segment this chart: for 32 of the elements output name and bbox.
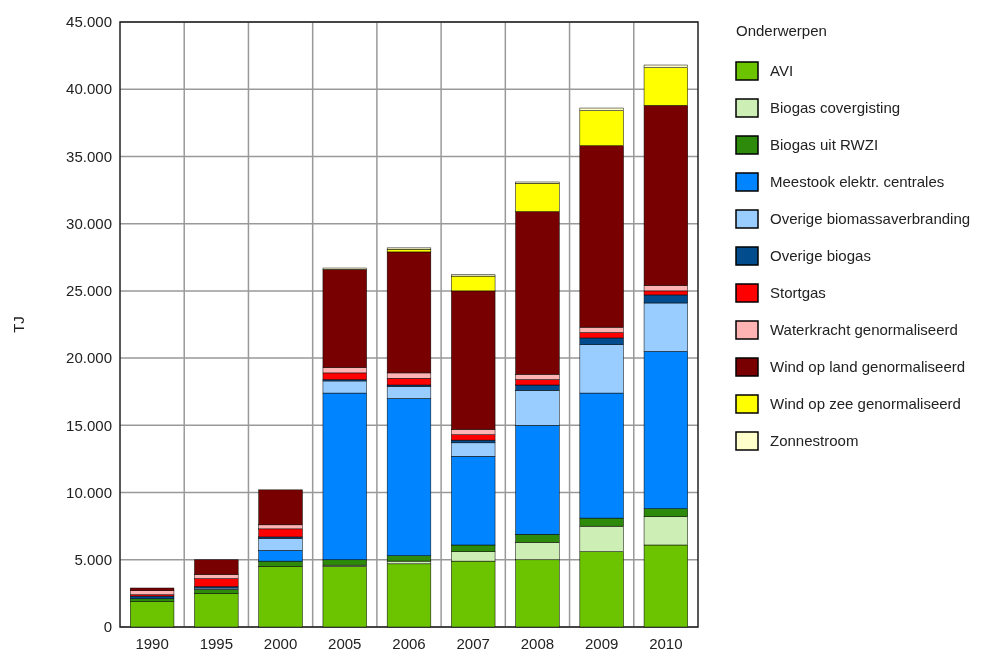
y-tick-label: 35.000 — [66, 147, 112, 165]
legend-title: Onderwerpen — [736, 22, 827, 39]
legend-label: Waterkracht genormaliseerd — [770, 321, 958, 338]
y-tick-label: 15.000 — [66, 416, 112, 434]
legend-label: Stortgas — [770, 284, 826, 301]
y-tick-label: 45.000 — [66, 13, 112, 31]
legend-label: Zonnestroom — [770, 432, 859, 449]
y-tick-label: 30.000 — [66, 214, 112, 232]
y-axis-title: TJ — [10, 316, 27, 333]
y-tick-label: 25.000 — [66, 282, 112, 300]
legend-label: Overige biomassaverbranding — [770, 210, 971, 227]
legend-label: Biogas uit RWZI — [770, 136, 879, 153]
legend-label: AVI — [770, 62, 794, 79]
legend-label: Wind op zee genormaliseerd — [770, 395, 961, 412]
y-tick-label: 5.000 — [74, 551, 112, 569]
y-tick-label: 10.000 — [66, 483, 112, 501]
x-tick-label: 2000 — [263, 635, 298, 652]
y-tick-label: 40.000 — [66, 80, 112, 98]
legend-label: Wind op land genormaliseerd — [770, 358, 966, 375]
y-tick-label: 20.000 — [66, 349, 112, 367]
x-tick-label: 2008 — [520, 635, 555, 652]
x-tick-label: 2007 — [456, 635, 490, 652]
y-tick-label: 0 — [103, 618, 112, 636]
legend-label: Meestook elektr. centrales — [770, 173, 945, 190]
legend-label: Biogas covergisting — [770, 99, 901, 116]
x-tick-label: 1995 — [199, 635, 234, 652]
x-tick-label: 2005 — [328, 635, 362, 652]
x-tick-label: 2009 — [584, 635, 619, 652]
x-tick-label: 1990 — [135, 635, 169, 652]
x-tick-label: 2010 — [649, 635, 683, 652]
legend-label: Overige biogas — [770, 247, 871, 264]
x-tick-label: 2006 — [392, 635, 426, 652]
